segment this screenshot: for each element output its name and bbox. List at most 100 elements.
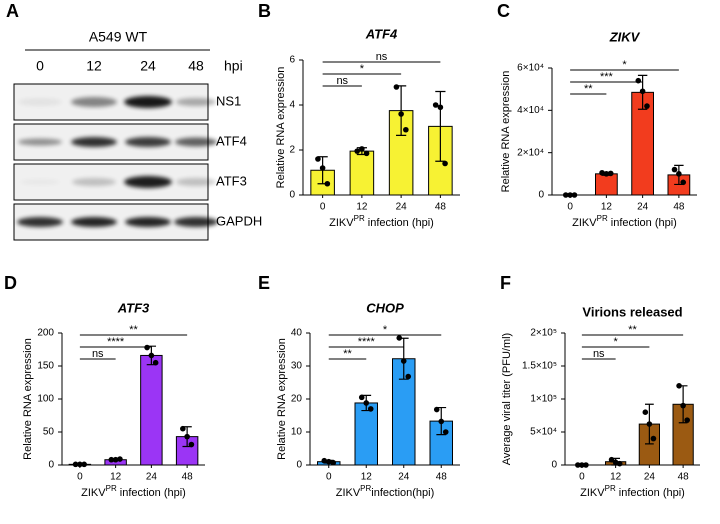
data-point	[144, 344, 150, 351]
panel-letter: B	[258, 1, 271, 21]
blot-panel: A A549 WT 0 12 24 48 hpi NS1 ATF4	[6, 1, 262, 241]
data-point	[571, 192, 578, 198]
bar	[140, 354, 163, 466]
x-label-part: ZIKV	[580, 487, 605, 499]
y-axis-label: Relative RNA expression	[275, 67, 287, 189]
x-tick-label: 24	[396, 202, 408, 213]
x-tick-label: 12	[356, 202, 368, 213]
blot-row: NS1	[13, 83, 241, 121]
y-tick-label: 50	[43, 427, 55, 438]
data-point	[635, 77, 642, 84]
y-tick-label: 6	[289, 55, 295, 66]
significance-label: ***	[600, 71, 614, 83]
x-axis-label: ZIKVPRinfection(hpi)	[336, 484, 435, 499]
y-axis-label: Average viral titer (PFU/ml)	[501, 333, 513, 465]
significance-label: *	[383, 324, 388, 336]
band	[124, 96, 172, 108]
y-tick-label: 30	[291, 361, 303, 372]
band	[174, 217, 218, 227]
x-axis-label: ZIKVPR infection (hpi)	[572, 214, 677, 229]
data-point	[396, 335, 403, 341]
bar	[354, 402, 378, 466]
data-point	[325, 458, 332, 465]
y-tick-label: 10	[291, 427, 303, 438]
band	[18, 98, 62, 106]
row-label: GAPDH	[216, 213, 262, 228]
y-tick-label: 1.5×10⁵	[522, 361, 557, 372]
chart-title: ATF3	[117, 300, 150, 315]
chart-panel: C ZIKV 0 2×10⁴ 4×10⁴ 6×10⁴ Relative RNA expres…	[497, 1, 697, 229]
significance-label: **	[628, 324, 637, 336]
y-tick-label: 2×10⁴	[517, 147, 544, 158]
data-point	[72, 461, 79, 468]
x-label-part: infection (hpi)	[365, 217, 434, 229]
data-point	[148, 352, 155, 359]
data-point	[438, 418, 445, 425]
significance-label: **	[343, 348, 352, 360]
unit: hpi	[224, 58, 243, 74]
x-tick-label: 24	[637, 202, 649, 213]
panel-letter: A	[6, 1, 19, 21]
x-tick-label: 0	[320, 202, 326, 213]
x-tick-label: 48	[673, 202, 685, 213]
data-point	[319, 165, 326, 171]
x-label-part: PR	[597, 214, 608, 223]
data-point	[112, 456, 119, 463]
data-point	[442, 429, 449, 435]
data-point	[363, 400, 370, 406]
data-point	[684, 417, 690, 423]
x-label-part: ZIKV	[81, 487, 106, 499]
x-label-part: infection (hpi)	[608, 217, 677, 229]
timepoint: 0	[36, 58, 44, 74]
cell-line: A549 WT	[89, 29, 148, 45]
data-point	[599, 169, 605, 176]
data-point	[403, 126, 409, 133]
data-point	[579, 462, 585, 468]
x-tick-label: 0	[579, 472, 585, 483]
data-point	[324, 180, 331, 187]
x-tick-label: 48	[435, 202, 447, 213]
significance-label: ns	[593, 348, 605, 360]
data-point	[188, 441, 195, 448]
x-tick-label: 48	[436, 472, 448, 483]
y-tick-label: 0	[48, 460, 54, 471]
x-tick-label: 48	[182, 472, 194, 483]
y-tick-label: 0	[289, 190, 295, 201]
chart-title: CHOP	[366, 300, 404, 315]
data-point	[358, 394, 365, 401]
x-tick-label: 12	[610, 472, 622, 483]
data-point	[437, 104, 444, 111]
band	[176, 98, 216, 106]
chart-title: ZIKV	[609, 29, 641, 44]
panel-letter: F	[500, 273, 511, 293]
panel-letter: D	[4, 273, 17, 293]
chart-title: Virions released	[582, 304, 682, 319]
blot-row: GAPDH	[13, 203, 262, 241]
data-point	[644, 103, 650, 109]
significance-label: *	[360, 63, 365, 75]
significance-label: ns	[336, 75, 348, 87]
data-point	[405, 373, 412, 380]
y-tick-label: 0	[551, 460, 557, 471]
data-point	[676, 171, 682, 177]
data-point	[616, 460, 623, 467]
band	[17, 217, 63, 227]
row-label: ATF3	[216, 173, 247, 188]
data-point	[680, 402, 686, 409]
band	[176, 178, 216, 186]
x-label-part: PR	[360, 484, 371, 493]
blot-row: ATF4	[13, 123, 247, 161]
row-label: NS1	[216, 93, 241, 108]
chart-panel: F Virions released 0 5×10⁴ 1×10⁵ 1.5×10⁵ 2×10⁵…	[500, 273, 700, 499]
x-tick-label: 48	[678, 472, 690, 483]
significance-label: **	[584, 83, 593, 95]
data-point	[583, 462, 589, 468]
data-point	[398, 111, 404, 117]
x-tick-label: 0	[77, 472, 83, 483]
data-point	[315, 156, 321, 162]
y-tick-label: 5×10⁴	[530, 427, 557, 438]
x-tick-label: 24	[644, 472, 656, 483]
x-label-part: ZIKV	[336, 487, 361, 499]
